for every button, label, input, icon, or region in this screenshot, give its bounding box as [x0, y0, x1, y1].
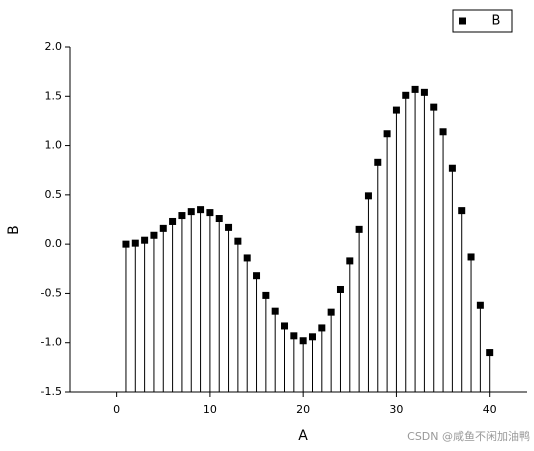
- marker: [262, 291, 270, 299]
- marker: [225, 223, 233, 231]
- marker: [234, 237, 242, 245]
- marker: [448, 164, 456, 172]
- marker: [122, 240, 130, 248]
- marker: [318, 324, 326, 332]
- marker: [271, 307, 279, 315]
- marker: [131, 239, 139, 247]
- watermark: CSDN @咸鱼不闲加油鸭: [407, 429, 530, 443]
- legend-box: [452, 9, 513, 33]
- x-tick-label: 40: [483, 403, 497, 416]
- marker: [364, 192, 372, 200]
- marker: [346, 257, 354, 265]
- marker: [178, 212, 186, 220]
- marker: [299, 337, 307, 345]
- marker: [420, 88, 428, 96]
- x-tick-label: 30: [389, 403, 403, 416]
- marker: [308, 333, 316, 341]
- marker: [411, 85, 419, 93]
- marker: [486, 349, 494, 357]
- marker: [169, 217, 177, 225]
- marker: [467, 253, 475, 261]
- marker: [355, 225, 363, 233]
- legend-marker: [459, 17, 466, 25]
- y-tick-label: 0.5: [45, 188, 63, 201]
- marker: [215, 215, 223, 223]
- y-tick-label: -1.0: [41, 336, 62, 349]
- marker: [290, 332, 298, 340]
- marker: [206, 209, 214, 217]
- y-tick-label: 0.0: [45, 237, 63, 250]
- marker: [253, 272, 261, 280]
- x-tick-label: 20: [296, 403, 310, 416]
- marker: [197, 206, 205, 214]
- marker: [439, 128, 447, 136]
- marker: [141, 236, 149, 244]
- y-tick-label: 2.0: [45, 40, 63, 53]
- marker: [159, 224, 167, 232]
- marker: [150, 231, 158, 239]
- marker: [430, 103, 438, 111]
- legend-label: B: [492, 14, 501, 29]
- marker: [243, 254, 251, 262]
- y-tick-label: -0.5: [41, 286, 62, 299]
- marker: [402, 91, 410, 99]
- marker: [476, 301, 484, 309]
- marker: [392, 106, 400, 114]
- marker: [327, 308, 335, 316]
- marker: [374, 158, 382, 166]
- y-tick-label: 1.0: [45, 139, 63, 152]
- y-tick-label: -1.5: [41, 385, 62, 398]
- x-tick-label: 0: [113, 403, 120, 416]
- marker: [458, 207, 466, 215]
- y-axis-label: B: [6, 225, 22, 235]
- x-axis-label: A: [298, 428, 308, 444]
- marker: [281, 322, 289, 330]
- marker: [336, 285, 344, 293]
- marker: [383, 130, 391, 138]
- x-tick-label: 10: [203, 403, 217, 416]
- marker: [187, 208, 195, 216]
- y-tick-label: 1.5: [45, 89, 63, 102]
